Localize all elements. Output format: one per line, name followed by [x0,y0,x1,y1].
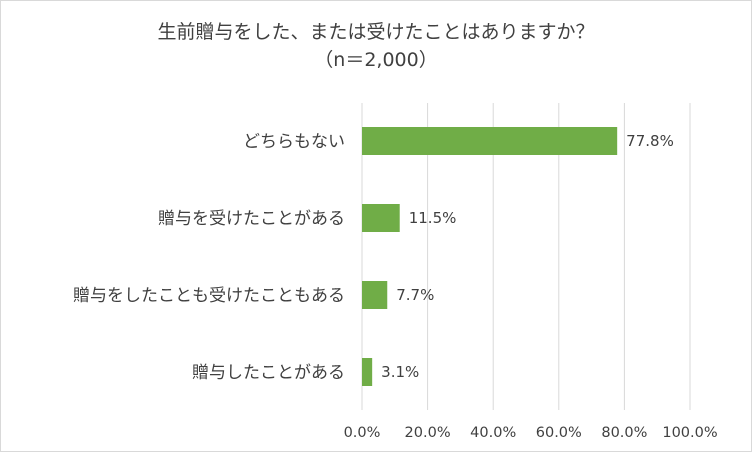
bar [362,127,618,155]
data-label: 11.5% [409,209,457,227]
x-tick-label: 60.0% [536,425,582,441]
data-label: 77.8% [626,132,674,150]
chart-subtitle: （n＝2,000） [314,49,438,71]
bar [362,358,373,386]
x-tick-label: 40.0% [470,425,516,441]
category-label: どちらもない [243,132,345,152]
x-tick-label: 20.0% [405,425,451,441]
bar [362,204,400,232]
x-tick-label: 0.0% [344,425,381,441]
x-tick-label: 100.0% [662,425,717,441]
category-label: 贈与を受けたことがある [158,209,345,229]
chart-title: 生前贈与をした、または受けたことはありますか？ [157,21,595,43]
x-tick-label: 80.0% [601,425,647,441]
chart-title-block: 生前贈与をした、または受けたことはありますか？ （n＝2,000） [0,18,752,74]
data-label: 3.1% [381,363,419,381]
category-label: 贈与をしたことも受けたこともある [73,286,345,306]
category-label: 贈与したことがある [192,363,345,383]
data-label: 7.7% [396,286,434,304]
bar [362,281,388,309]
